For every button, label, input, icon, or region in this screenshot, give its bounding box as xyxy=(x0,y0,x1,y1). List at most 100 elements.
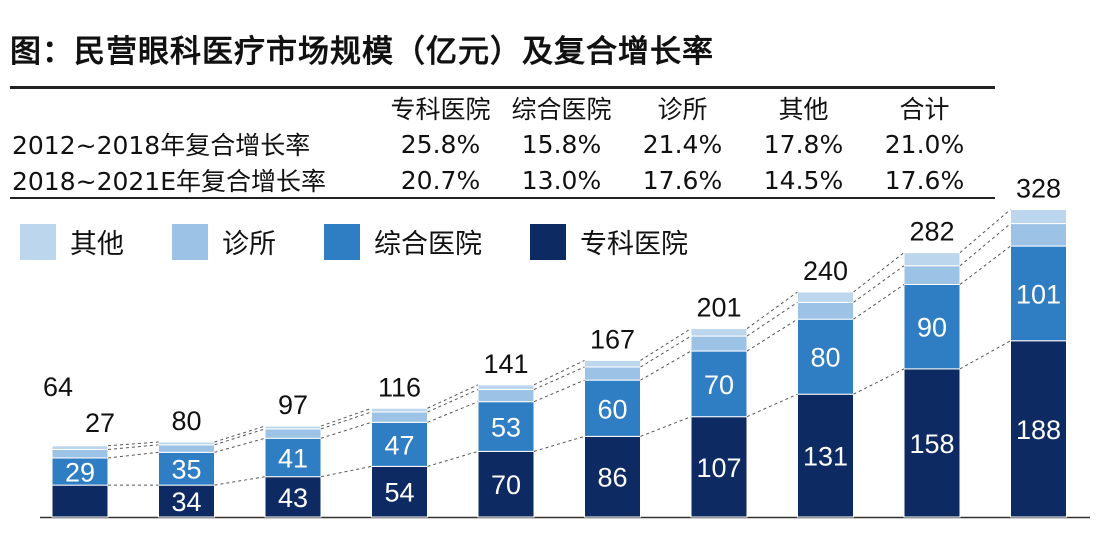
bar-value-label: 29 xyxy=(65,458,95,488)
connector-line xyxy=(959,245,1011,285)
bar-segment xyxy=(797,291,854,303)
bar-segment xyxy=(371,465,428,518)
bar-segment xyxy=(371,411,428,423)
bar-value-label: 54 xyxy=(384,478,414,508)
bar-value-label: 60 xyxy=(597,394,627,424)
cagr-cell: 14.5% xyxy=(763,165,844,195)
legend-label: 综合医院 xyxy=(374,229,482,260)
bar-segment xyxy=(903,265,961,285)
bar-value-label: 158 xyxy=(909,429,954,459)
bar-segment xyxy=(371,407,428,413)
bar-segment xyxy=(797,301,854,320)
bar-total-label: 141 xyxy=(483,349,528,379)
bar-value-label: 41 xyxy=(278,443,308,473)
cagr-cell: 17.6% xyxy=(642,165,723,195)
legend-label: 专科医院 xyxy=(580,229,688,260)
legend-label: 其他 xyxy=(70,229,124,260)
bar-segment xyxy=(264,425,322,430)
connector-line xyxy=(853,284,905,320)
connector-line xyxy=(427,450,479,467)
bar-segment xyxy=(51,449,109,459)
cagr-row-label: 2012~2018年复合增长率 xyxy=(12,131,311,160)
table-top-rule xyxy=(10,86,995,89)
bar-segment xyxy=(797,393,854,518)
connector-line xyxy=(959,340,1011,370)
cagr-row-label: 2018~2021E年复合增长率 xyxy=(12,167,326,196)
table-bottom-rule xyxy=(10,197,995,199)
bar-segment xyxy=(158,484,215,518)
connector-line xyxy=(853,252,905,293)
bar-segment xyxy=(158,441,215,446)
bar-segment xyxy=(264,476,322,518)
connector-line xyxy=(320,465,372,478)
connector-line xyxy=(640,335,692,368)
bar-value-label: 86 xyxy=(597,463,627,493)
connector-line xyxy=(533,435,585,452)
bar-segment xyxy=(264,428,322,439)
connector-line xyxy=(214,437,266,453)
bar-segment xyxy=(903,284,961,370)
cagr-cell: 17.8% xyxy=(763,129,844,159)
legend-swatch-other xyxy=(20,223,56,260)
legend-label: 诊所 xyxy=(222,229,276,260)
cagr-col-header: 综合医院 xyxy=(511,95,612,124)
cagr-cell: 15.8% xyxy=(521,129,602,159)
bar-total-label: 116 xyxy=(378,372,421,402)
bar-value-label: 35 xyxy=(171,455,201,485)
cagr-table: 专科医院 综合医院 诊所 其他 合计 2012~2018年复合增长率 25.8%… xyxy=(12,90,985,198)
connector-line xyxy=(320,411,372,430)
connector-line xyxy=(746,393,798,418)
legend-swatch-clinic xyxy=(172,223,208,260)
bar-segment xyxy=(51,445,109,450)
connector-line xyxy=(533,366,585,390)
bar-value-label: 70 xyxy=(491,470,521,500)
cagr-cell: 21.0% xyxy=(884,129,965,159)
bar-segment xyxy=(584,366,641,381)
bar-total-label: 97 xyxy=(278,390,308,420)
connector-line xyxy=(107,441,159,447)
cagr-col-header: 其他 xyxy=(778,95,829,124)
bar-total-label: 240 xyxy=(803,256,848,286)
connector-line xyxy=(320,407,372,427)
bar-segment xyxy=(477,450,535,518)
bar-segment xyxy=(1010,340,1067,518)
bar-segment xyxy=(477,401,535,452)
connector-line xyxy=(214,425,266,443)
cagr-cell: 25.8% xyxy=(400,129,481,159)
connector-line xyxy=(853,265,905,303)
bar-total-label: 201 xyxy=(696,293,741,323)
bar-total-label: 167 xyxy=(590,324,635,354)
bar-value-label: 43 xyxy=(278,483,308,513)
connector-line xyxy=(533,379,585,403)
cagr-col-header: 合计 xyxy=(899,95,950,124)
bar-segment xyxy=(903,252,961,267)
legend-item-clinic: 诊所 xyxy=(172,222,276,261)
connector-line xyxy=(533,359,585,386)
bar-value-label: 107 xyxy=(696,453,741,483)
connector-line xyxy=(320,421,372,439)
bar-segment xyxy=(690,328,748,337)
cagr-header-row: 专科医院 综合医院 诊所 其他 合计 xyxy=(12,90,985,126)
bar-segment xyxy=(477,389,535,403)
chart-legend: 其他 诊所 综合医院 专科医院 xyxy=(20,222,736,261)
bar-value-label: 80 xyxy=(810,343,840,373)
connector-line xyxy=(746,318,798,352)
bar-segment xyxy=(797,318,854,395)
bar-value-label: 131 xyxy=(803,442,848,472)
connector-line xyxy=(746,301,798,337)
cagr-col-header: 诊所 xyxy=(657,95,708,124)
bar-segment xyxy=(690,350,748,418)
page-title: 图：民营眼科医疗市场规模（亿元）及复合增长率 xyxy=(10,34,714,70)
connector-line xyxy=(640,350,692,381)
connector-line xyxy=(853,368,905,395)
bar-segment xyxy=(477,384,535,390)
connector-line xyxy=(959,209,1011,254)
bar-total-label: 282 xyxy=(909,217,954,247)
bar-value-label: 70 xyxy=(704,370,734,400)
bar-segment xyxy=(1010,223,1067,247)
connector-line xyxy=(640,328,692,361)
cagr-row: 2012~2018年复合增长率 25.8% 15.8% 21.4% 17.8% … xyxy=(12,126,985,162)
bar-extra-label: 27 xyxy=(85,408,115,438)
cagr-col-header: 专科医院 xyxy=(390,95,491,124)
bar-segment xyxy=(690,416,748,518)
